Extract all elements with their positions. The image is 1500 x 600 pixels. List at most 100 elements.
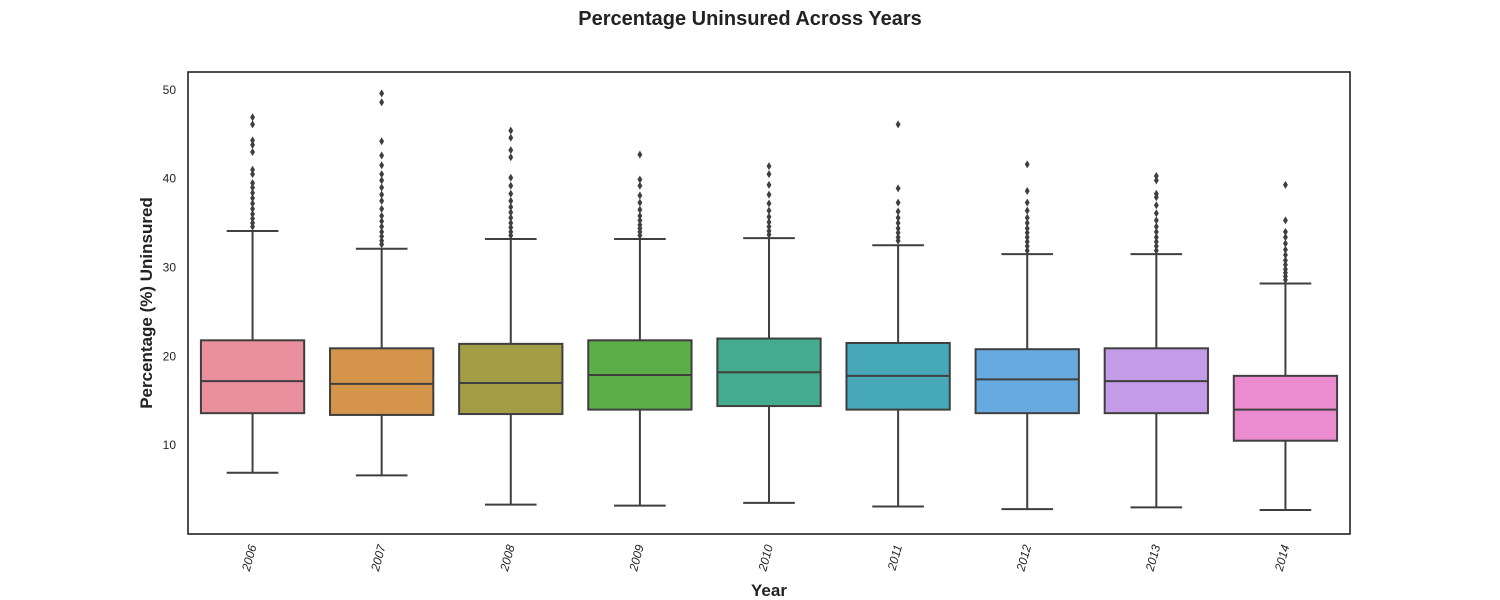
outlier-point	[250, 188, 256, 197]
boxes-layer	[199, 89, 1339, 512]
outlier-point	[250, 140, 256, 149]
outlier-point	[250, 179, 256, 188]
outlier-point	[637, 220, 643, 229]
outlier-point	[379, 196, 385, 205]
outlier-point	[250, 120, 256, 129]
outlier-point	[508, 196, 514, 205]
outlier-point	[1024, 198, 1030, 207]
outlier-point	[766, 222, 772, 231]
outlier-point	[1024, 160, 1030, 169]
outlier-point	[508, 133, 514, 142]
outlier-point	[379, 211, 385, 220]
x-tick-label-2013: 2013	[1143, 543, 1164, 574]
x-tick-label-2008: 2008	[497, 543, 518, 574]
outlier-point	[1153, 189, 1159, 198]
outlier-point	[508, 208, 514, 217]
x-tick-label-2010: 2010	[755, 543, 776, 574]
outlier-point	[1282, 239, 1288, 248]
outlier-point	[250, 219, 256, 228]
outlier-point	[379, 232, 385, 241]
outlier-point	[766, 162, 772, 171]
outlier-point	[766, 180, 772, 189]
outlier-point	[1153, 233, 1159, 242]
outlier-point	[895, 228, 901, 237]
box-group-2011	[845, 120, 951, 508]
outlier-point	[766, 170, 772, 179]
outlier-point	[250, 183, 256, 192]
y-tick-label: 50	[163, 83, 177, 97]
outlier-point	[379, 190, 385, 199]
outlier-point	[1153, 201, 1159, 210]
outlier-point	[1024, 233, 1030, 242]
outlier-point	[379, 217, 385, 226]
outlier-point	[1282, 216, 1288, 225]
y-tick-label: 40	[163, 172, 177, 186]
outlier-point	[895, 219, 901, 228]
outlier-point	[379, 151, 385, 160]
outlier-point	[379, 236, 385, 245]
outlier-point	[508, 146, 514, 155]
outlier-point	[250, 194, 256, 203]
outlier-point	[637, 191, 643, 200]
outlier-point	[895, 207, 901, 216]
outlier-point	[379, 183, 385, 192]
outlier-point	[1282, 260, 1288, 269]
outlier-point	[379, 227, 385, 236]
outlier-point	[1282, 265, 1288, 274]
box-group-2009	[587, 150, 693, 507]
outlier-point	[508, 203, 514, 212]
outlier-point	[379, 204, 385, 213]
box-group-2014	[1232, 180, 1339, 512]
outlier-point	[1153, 171, 1159, 180]
box-2008	[458, 342, 564, 416]
outlier-point	[1153, 242, 1159, 251]
y-tick-label: 10	[163, 438, 177, 452]
box-group-2006	[199, 113, 306, 474]
outlier-point	[637, 150, 643, 159]
box-2007	[329, 347, 435, 416]
outlier-point	[250, 204, 256, 213]
outlier-point	[895, 213, 901, 222]
outlier-point	[766, 227, 772, 236]
outlier-point	[766, 206, 772, 215]
outlier-point	[508, 219, 514, 228]
outlier-point	[1024, 237, 1030, 246]
chart-title: Percentage Uninsured Across Years	[578, 8, 922, 30]
outlier-point	[637, 211, 643, 220]
outlier-point	[250, 147, 256, 156]
outlier-point	[508, 189, 514, 198]
outlier-point	[637, 216, 643, 225]
outlier-point	[379, 161, 385, 170]
outlier-point	[379, 176, 385, 185]
outlier-point	[1153, 216, 1159, 225]
outlier-point	[379, 89, 385, 98]
outlier-point	[766, 190, 772, 199]
x-tick-label-2009: 2009	[626, 543, 647, 574]
outlier-point	[379, 137, 385, 146]
outlier-point	[895, 224, 901, 233]
outlier-point	[1282, 180, 1288, 189]
outlier-point	[895, 120, 901, 129]
outlier-point	[766, 212, 772, 221]
outlier-point	[766, 199, 772, 208]
box-2006	[199, 339, 306, 415]
outlier-point	[379, 170, 385, 179]
box-group-2013	[1103, 171, 1209, 509]
outlier-point	[1024, 206, 1030, 215]
outlier-point	[1024, 242, 1030, 251]
outlier-point	[508, 223, 514, 232]
y-tick-label: 30	[163, 260, 177, 274]
outlier-point	[1153, 209, 1159, 218]
box-group-2008	[458, 126, 564, 506]
plot-frame	[187, 71, 1351, 535]
outlier-point	[895, 184, 901, 193]
outlier-point	[250, 136, 256, 145]
outlier-point	[250, 113, 256, 122]
outlier-point	[1282, 233, 1288, 242]
y-axis-title: Percentage (%) Uninsured	[137, 197, 156, 409]
x-tick-label-2006: 2006	[239, 543, 260, 574]
outlier-point	[1153, 227, 1159, 236]
x-tick-label-2014: 2014	[1272, 543, 1293, 574]
outlier-point	[250, 210, 256, 219]
